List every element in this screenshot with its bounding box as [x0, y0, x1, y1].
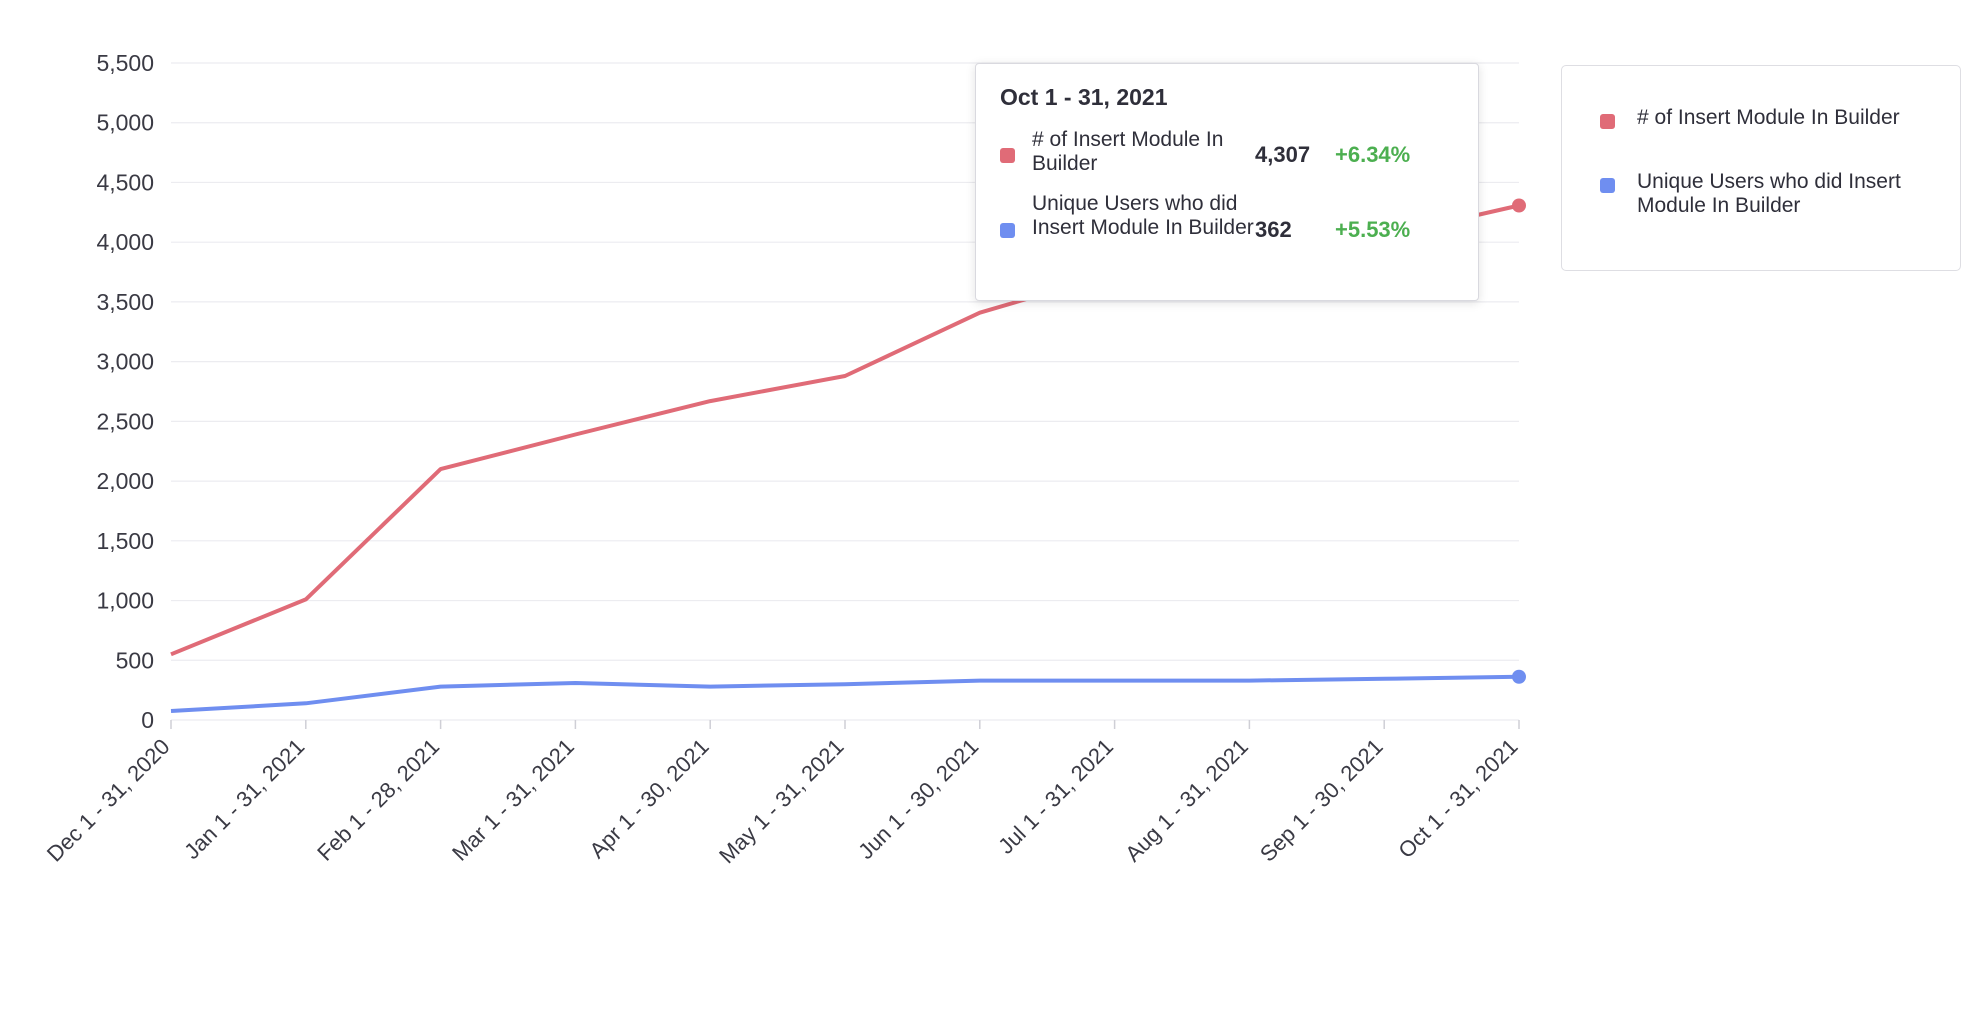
legend-item[interactable]: Unique Users who did Insert Module In Bu… [1600, 170, 1940, 220]
tooltip-title: Oct 1 - 31, 2021 [1000, 84, 1168, 110]
x-axis: Dec 1 - 31, 2020 Jan 1 - 31, 2021 Feb 1 - … [42, 720, 1523, 868]
highlighted-point[interactable] [1512, 669, 1526, 684]
legend-label: # of Insert Module In Builder [1637, 106, 1900, 129]
tooltip-row-value: 362 [1255, 217, 1292, 242]
hover-tooltip: Oct 1 - 31, 2021 # of Insert Module In B… [975, 63, 1479, 301]
y-tick-label: 4,000 [96, 229, 154, 255]
y-tick-label: 2,000 [96, 468, 154, 494]
legend-item[interactable]: # of Insert Module In Builder [1600, 106, 1940, 156]
y-tick-label: 1,500 [96, 528, 154, 554]
y-tick-label: 3,500 [96, 289, 154, 315]
x-tick-label: Aug 1 - 31, 2021 [1120, 734, 1253, 867]
y-axis: 0 500 1,000 1,500 2,000 2,500 3,000 3,500 4,000 4… [96, 50, 154, 733]
y-tick-label: 0 [141, 707, 154, 733]
x-tick-label: Jul 1 - 31, 2021 [993, 734, 1118, 859]
legend-swatch [1600, 178, 1615, 193]
y-tick-label: 4,500 [96, 169, 154, 195]
chart-legend: # of Insert Module In Builder Unique Use… [1561, 65, 1961, 271]
x-tick-label: Oct 1 - 31, 2021 [1393, 734, 1522, 863]
x-tick-label: Mar 1 - 31, 2021 [447, 734, 579, 866]
series-color-swatch [1000, 148, 1015, 163]
x-tick-label: May 1 - 31, 2021 [714, 734, 848, 868]
x-tick-label: Feb 1 - 28, 2021 [312, 734, 444, 866]
tooltip-row-label: Unique Users who did Insert Module In Bu… [1032, 192, 1254, 239]
y-tick-label: 1,000 [96, 588, 154, 614]
y-tick-label: 5,500 [96, 50, 154, 76]
x-tick-label: Jan 1 - 31, 2021 [179, 734, 309, 864]
y-tick-label: 2,500 [96, 408, 154, 434]
tooltip-row-users: Unique Users who did Insert Module In Bu… [1000, 192, 1440, 270]
tooltip-row-label: # of Insert Module In Builder [1032, 128, 1224, 175]
y-tick-label: 5,000 [96, 110, 154, 136]
x-tick-label: Sep 1 - 30, 2021 [1255, 734, 1388, 867]
legend-label: Unique Users who did Insert Module In Bu… [1637, 170, 1901, 217]
tooltip-row-change: +5.53% [1335, 217, 1411, 242]
legend-swatch [1600, 114, 1615, 129]
tooltip-row-events: # of Insert Module In Builder 4,307 +6.3… [1000, 128, 1440, 184]
tooltip-row-value: 4,307 [1255, 142, 1311, 167]
series-color-swatch [1000, 223, 1015, 238]
series-line-2 [170, 674, 1520, 713]
y-tick-label: 3,000 [96, 349, 154, 375]
x-tick-label: Dec 1 - 31, 2020 [42, 734, 175, 867]
highlighted-point[interactable] [1512, 198, 1526, 213]
y-tick-label: 500 [116, 647, 154, 673]
tooltip-row-change: +6.34% [1335, 142, 1411, 167]
x-tick-label: Jun 1 - 30, 2021 [853, 734, 983, 864]
x-tick-label: Apr 1 - 30, 2021 [584, 734, 713, 863]
